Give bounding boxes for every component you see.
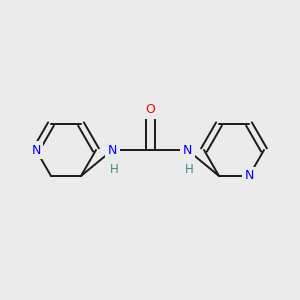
Text: H: H	[110, 163, 118, 176]
Text: N: N	[108, 143, 117, 157]
Text: N: N	[183, 143, 192, 157]
Text: O: O	[145, 103, 155, 116]
Text: N: N	[244, 169, 254, 182]
Text: H: H	[184, 163, 194, 176]
Text: N: N	[31, 143, 41, 157]
